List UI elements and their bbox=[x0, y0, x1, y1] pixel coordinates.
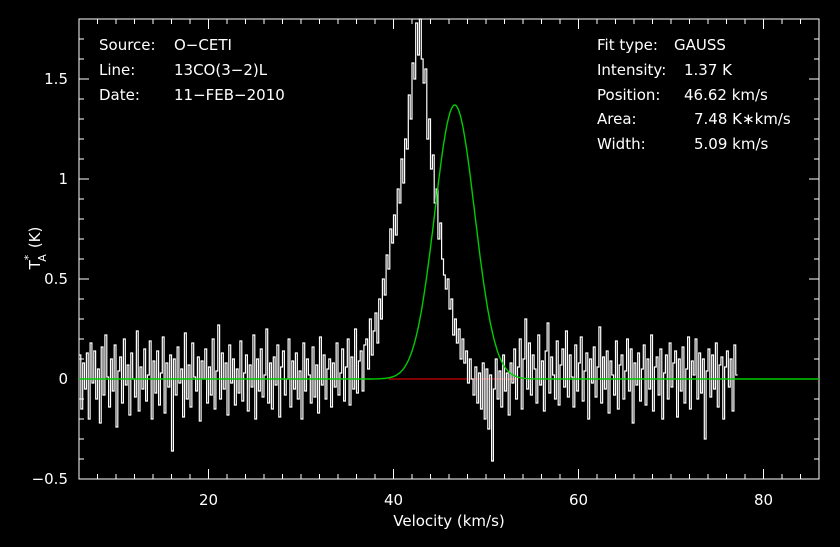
spectrum-series-line bbox=[79, 18, 738, 462]
x-axis-label: Velocity (km/s) bbox=[393, 512, 504, 530]
x-tick-label: 20 bbox=[199, 491, 218, 509]
annotation-fit-type-value: GAUSS bbox=[674, 36, 726, 54]
annotation-position-value: 46.62 km/s bbox=[684, 86, 768, 104]
y-tick-label: 0.5 bbox=[44, 270, 68, 288]
x-tick-labels: 20 40 60 80 bbox=[199, 491, 773, 509]
y-tick-label: 1 bbox=[58, 170, 68, 188]
annotation-date-label: Date: bbox=[99, 86, 140, 104]
x-tick-label: 80 bbox=[754, 491, 773, 509]
y-axis-label-unit: (K) bbox=[26, 227, 44, 249]
y-axis-label-main: T bbox=[26, 259, 44, 270]
annotation-width-label: Width: bbox=[597, 135, 646, 153]
y-axis-label: T*A (K) bbox=[22, 227, 49, 271]
y-tick-label: 0 bbox=[58, 370, 68, 388]
x-tick-label: 60 bbox=[569, 491, 588, 509]
source-annotations: Source: O−CETI Line: 13CO(3−2)L Date: 11… bbox=[99, 36, 285, 104]
y-axis-label-sub: A bbox=[36, 254, 49, 262]
annotation-date-value: 11−FEB−2010 bbox=[174, 86, 285, 104]
annotation-source-value: O−CETI bbox=[174, 36, 232, 54]
annotation-area-label: Area: bbox=[597, 110, 637, 128]
annotation-line-value: 13CO(3−2)L bbox=[174, 61, 268, 79]
y-axis-label-text: T*A (K) bbox=[22, 227, 49, 271]
annotation-area-value: 7.48 K∗km/s bbox=[694, 110, 791, 128]
y-axis-label-sup: * bbox=[22, 254, 35, 260]
annotation-line-label: Line: bbox=[99, 61, 135, 79]
annotation-intensity-value: 1.37 K bbox=[684, 61, 733, 79]
y-tick-label: 1.5 bbox=[44, 70, 68, 88]
annotation-fit-type-label: Fit type: bbox=[597, 36, 658, 54]
fit-annotations: Fit type: GAUSS Intensity: 1.37 K Positi… bbox=[597, 36, 791, 153]
annotation-source-label: Source: bbox=[99, 36, 156, 54]
gaussian-fit-line bbox=[79, 104, 819, 380]
annotation-position-label: Position: bbox=[597, 86, 660, 104]
annotation-intensity-label: Intensity: bbox=[597, 61, 666, 79]
annotation-width-value: 5.09 km/s bbox=[694, 135, 769, 153]
y-tick-label: −0.5 bbox=[32, 470, 68, 488]
y-tick-labels: −0.5 0 0.5 1 1.5 bbox=[32, 70, 68, 488]
x-tick-label: 40 bbox=[384, 491, 403, 509]
